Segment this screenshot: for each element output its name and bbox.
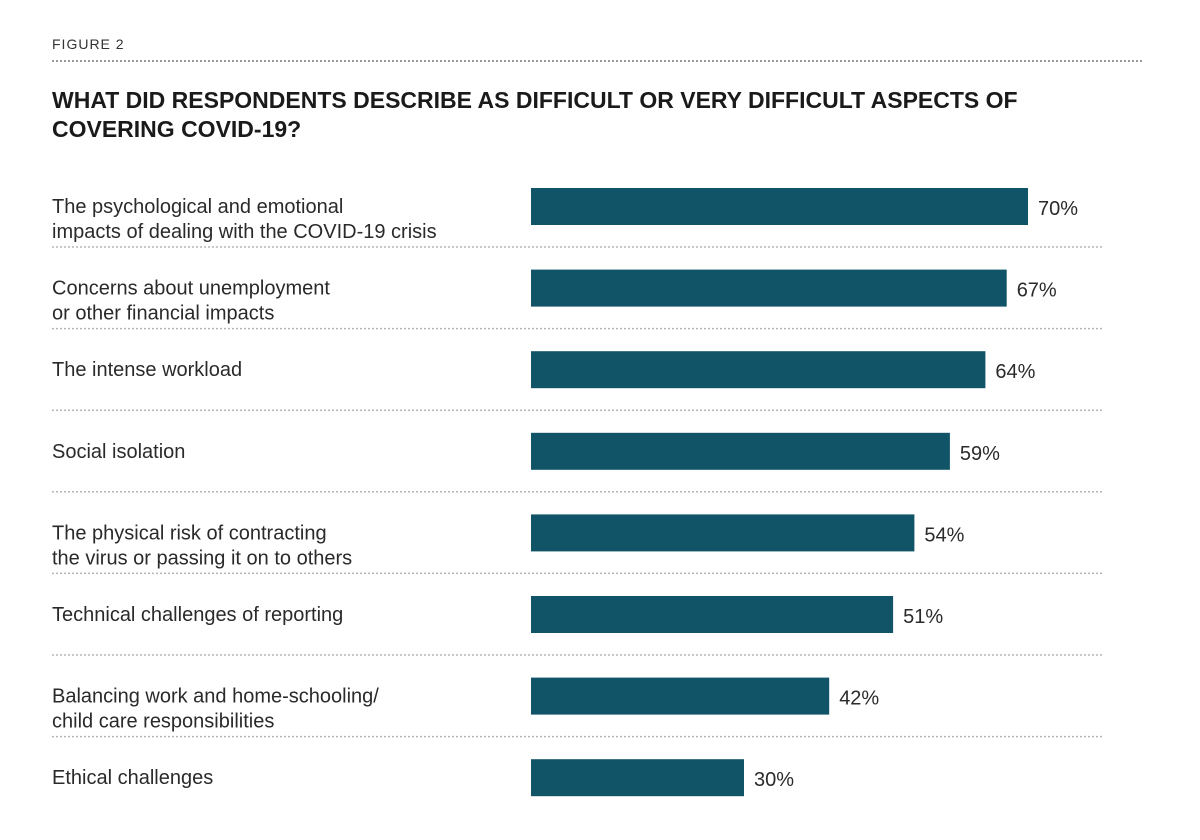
value-label-7: 42%	[839, 688, 879, 710]
category-label-line: child care responsibilities	[52, 711, 274, 733]
value-label-6: 51%	[903, 606, 943, 628]
category-label-7: Balancing work and home-schooling/child …	[52, 686, 379, 733]
category-label-4: Social isolation	[52, 441, 185, 463]
category-label-line: impacts of dealing with the COVID-19 cri…	[52, 221, 437, 243]
bar-3	[531, 351, 986, 389]
value-label-4: 59%	[960, 443, 1000, 465]
bar-5	[531, 514, 915, 552]
bar-6	[531, 596, 894, 633]
figure-label: FIGURE 2	[52, 36, 125, 52]
bar-2	[531, 269, 1007, 307]
category-label-5: The physical risk of contracting the viru…	[52, 522, 352, 569]
bar-8	[531, 759, 744, 797]
category-label-line: The psychological and emotional	[52, 196, 343, 218]
category-label-line: Balancing work and home-schooling/	[52, 686, 379, 708]
value-label-5: 54%	[924, 524, 964, 546]
category-label-2: Concerns about unemployment or other fina…	[52, 278, 330, 325]
bar-1	[531, 188, 1028, 225]
category-label-1: The psychological and emotional impacts o…	[52, 196, 437, 243]
value-label-2: 67%	[1017, 280, 1057, 302]
category-label-line: Technical challenges of reporting	[52, 604, 343, 626]
bar-4	[531, 432, 950, 470]
category-label-6: Technical challenges of reporting	[52, 604, 343, 626]
category-label-3: The intense workload	[52, 359, 242, 381]
value-label-8: 30%	[754, 769, 794, 791]
category-label-line: The intense workload	[52, 359, 242, 381]
category-label-line: the virus or passing it on to others	[52, 547, 352, 569]
bar-7	[531, 677, 830, 715]
chart-title: WHAT DID RESPONDENTS DESCRIBE AS DIFFICU…	[52, 87, 1018, 142]
category-label-line: Concerns about unemployment	[52, 278, 330, 300]
category-label-8: Ethical challenges	[52, 767, 213, 789]
category-label-line: or other financial impacts	[52, 303, 274, 325]
category-label-line: Ethical challenges	[52, 767, 213, 789]
value-label-3: 64%	[995, 361, 1035, 383]
category-label-line: Social isolation	[52, 441, 185, 463]
category-label-line: The physical risk of contracting	[52, 522, 327, 544]
top-divider	[52, 60, 1142, 62]
value-label-1: 70%	[1038, 198, 1078, 220]
